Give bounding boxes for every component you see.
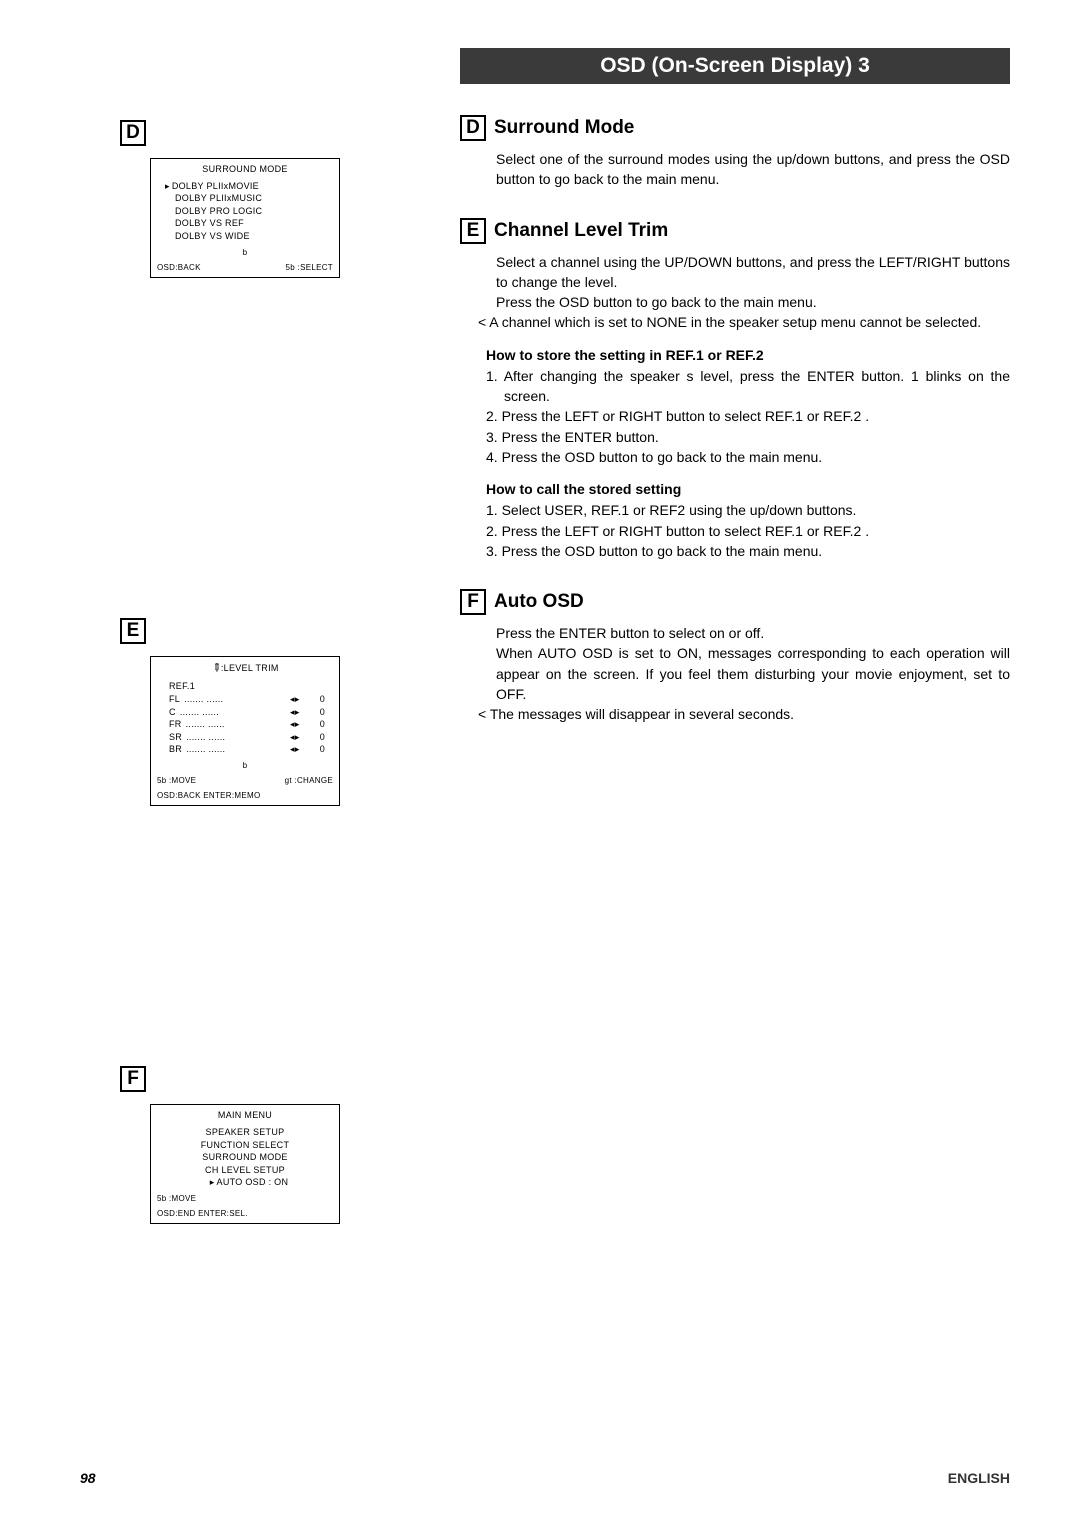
- body-e1: Select a channel using the UP/DOWN butto…: [460, 252, 1010, 293]
- letter-f: F: [120, 1066, 146, 1092]
- sub-e1: How to store the setting in REF.1 or REF…: [460, 347, 1010, 363]
- osd-f-item: FUNCTION SELECT: [157, 1139, 333, 1152]
- osd-d-item: DOLBY PLIIxMOVIE: [157, 180, 333, 193]
- list-e2: 1. Select USER, REF.1 or REF2 using the …: [460, 500, 1010, 561]
- heading-e-text: Channel Level Trim: [494, 220, 668, 241]
- osd-e-nav1-left: 5b :MOVE: [157, 775, 196, 786]
- level-row: C....... ......◂▸ 0: [157, 706, 333, 719]
- note-f: < The messages will disappear in several…: [478, 704, 1010, 724]
- ch-val: 0: [320, 718, 325, 731]
- osd-d-nav-left: OSD:BACK: [157, 262, 201, 273]
- level-row: BR....... ......◂▸ 0: [157, 743, 333, 756]
- ch-label: FL: [169, 693, 180, 706]
- list-item: 3. Press the ENTER button.: [486, 427, 1010, 447]
- dots: ....... ......: [182, 743, 290, 756]
- section-f-right: F Auto OSD Press the ENTER button to sele…: [460, 589, 1010, 724]
- sub-e2: How to call the stored setting: [460, 481, 1010, 497]
- osd-d-title: SURROUND MODE: [157, 163, 333, 176]
- right-column: D Surround Mode Select one of the surroun…: [460, 115, 1010, 753]
- letter-d-r: D: [460, 115, 486, 141]
- list-item: 2. Press the LEFT or RIGHT button to sel…: [486, 521, 1010, 541]
- osd-d-item: DOLBY VS REF: [157, 217, 333, 230]
- osd-f-item: AUTO OSD : ON: [157, 1176, 333, 1189]
- heading-d-text: Surround Mode: [494, 117, 634, 138]
- osd-d-item: DOLBY VS WIDE: [157, 230, 333, 243]
- osd-e-nav1: 5b :MOVE gt :CHANGE: [157, 775, 333, 786]
- level-row: SR....... ......◂▸ 0: [157, 731, 333, 744]
- letter-e-r: E: [460, 218, 486, 244]
- note-e: < A channel which is set to NONE in the …: [478, 312, 1010, 332]
- ch-val: 0: [320, 693, 325, 706]
- body-e2: Press the OSD button to go back to the m…: [460, 292, 1010, 312]
- list-item: 1. Select USER, REF.1 or REF2 using the …: [486, 500, 1010, 520]
- arrows-icon: ◂▸: [290, 718, 300, 731]
- osd-f-item: SPEAKER SETUP: [157, 1126, 333, 1139]
- letter-d: D: [120, 120, 146, 146]
- osd-f-item: SURROUND MODE: [157, 1151, 333, 1164]
- ch-label: C: [169, 706, 176, 719]
- footer: 98 ENGLISH: [80, 1470, 1010, 1486]
- osd-e-title: ✎:LEVEL TRIM: [157, 661, 333, 676]
- ch-label: BR: [169, 743, 182, 756]
- dots: ....... ......: [182, 718, 290, 731]
- level-row: FR....... ......◂▸ 0: [157, 718, 333, 731]
- osd-e-ref: REF.1: [157, 680, 333, 693]
- heading-f-text: Auto OSD: [494, 591, 584, 612]
- ch-val: 0: [320, 731, 325, 744]
- osd-box-f: MAIN MENU SPEAKER SETUP FUNCTION SELECT …: [150, 1104, 340, 1224]
- arrows-icon: ◂▸: [290, 706, 300, 719]
- ch-val: 0: [320, 743, 325, 756]
- osd-f-title: MAIN MENU: [157, 1109, 333, 1122]
- osd-e-nav2: OSD:BACK ENTER:MEMO: [157, 790, 333, 801]
- header-bar: OSD (On-Screen Display) 3: [460, 48, 1010, 84]
- letter-e: E: [120, 618, 146, 644]
- ch-val: 0: [320, 706, 325, 719]
- letter-f-r: F: [460, 589, 486, 615]
- arrows-icon: ◂▸: [290, 743, 300, 756]
- osd-f-item: CH LEVEL SETUP: [157, 1164, 333, 1177]
- left-column: D SURROUND MODE DOLBY PLIIxMOVIE DOLBY P…: [120, 120, 350, 1224]
- osd-d-hint: b: [157, 247, 333, 258]
- osd-e-hint: b: [157, 760, 333, 771]
- section-f-left: F MAIN MENU SPEAKER SETUP FUNCTION SELEC…: [120, 1066, 350, 1224]
- page-number: 98: [80, 1470, 96, 1486]
- section-d-left: D SURROUND MODE DOLBY PLIIxMOVIE DOLBY P…: [120, 120, 350, 278]
- heading-d: D Surround Mode: [460, 115, 1010, 141]
- heading-e: E Channel Level Trim: [460, 218, 1010, 244]
- body-d: Select one of the surround modes using t…: [460, 149, 1010, 190]
- section-e-left: E ✎:LEVEL TRIM REF.1 FL....... ......◂▸0…: [120, 618, 350, 807]
- ch-label: SR: [169, 731, 182, 744]
- dots: ....... ......: [182, 731, 290, 744]
- osd-d-item: DOLBY PRO LOGIC: [157, 205, 333, 218]
- ch-label: FR: [169, 718, 182, 731]
- osd-e-nav1-right: gt :CHANGE: [285, 775, 333, 786]
- osd-d-nav: OSD:BACK 5b :SELECT: [157, 262, 333, 273]
- arrows-icon: ◂▸: [290, 693, 300, 706]
- list-item: 2. Press the LEFT or RIGHT button to sel…: [486, 406, 1010, 426]
- osd-f-nav1: 5b :MOVE: [157, 1193, 333, 1204]
- dots: ....... ......: [176, 706, 290, 719]
- list-e1: 1. After changing the speaker s level, p…: [460, 366, 1010, 467]
- list-item: 4. Press the OSD button to go back to th…: [486, 447, 1010, 467]
- dots: ....... ......: [180, 693, 290, 706]
- list-item: 1. After changing the speaker s level, p…: [486, 366, 1010, 407]
- osd-d-item: DOLBY PLIIxMUSIC: [157, 192, 333, 205]
- footer-lang: ENGLISH: [948, 1470, 1010, 1486]
- level-row: FL....... ......◂▸ 0: [157, 693, 333, 706]
- osd-e-title-text: :LEVEL TRIM: [221, 663, 279, 673]
- section-d-right: D Surround Mode Select one of the surroun…: [460, 115, 1010, 190]
- osd-d-nav-right: 5b :SELECT: [286, 262, 333, 273]
- section-e-right: E Channel Level Trim Select a channel usi…: [460, 218, 1010, 562]
- osd-box-e: ✎:LEVEL TRIM REF.1 FL....... ......◂▸0 C…: [150, 656, 340, 807]
- osd-box-d: SURROUND MODE DOLBY PLIIxMOVIE DOLBY PLI…: [150, 158, 340, 278]
- body-f1: Press the ENTER button to select on or o…: [460, 623, 1010, 643]
- list-item: 3. Press the OSD button to go back to th…: [486, 541, 1010, 561]
- heading-f: F Auto OSD: [460, 589, 1010, 615]
- body-f2: When AUTO OSD is set to ON, messages cor…: [460, 643, 1010, 704]
- osd-f-nav2: OSD:END ENTER:SEL.: [157, 1208, 333, 1219]
- arrows-icon: ◂▸: [290, 731, 300, 744]
